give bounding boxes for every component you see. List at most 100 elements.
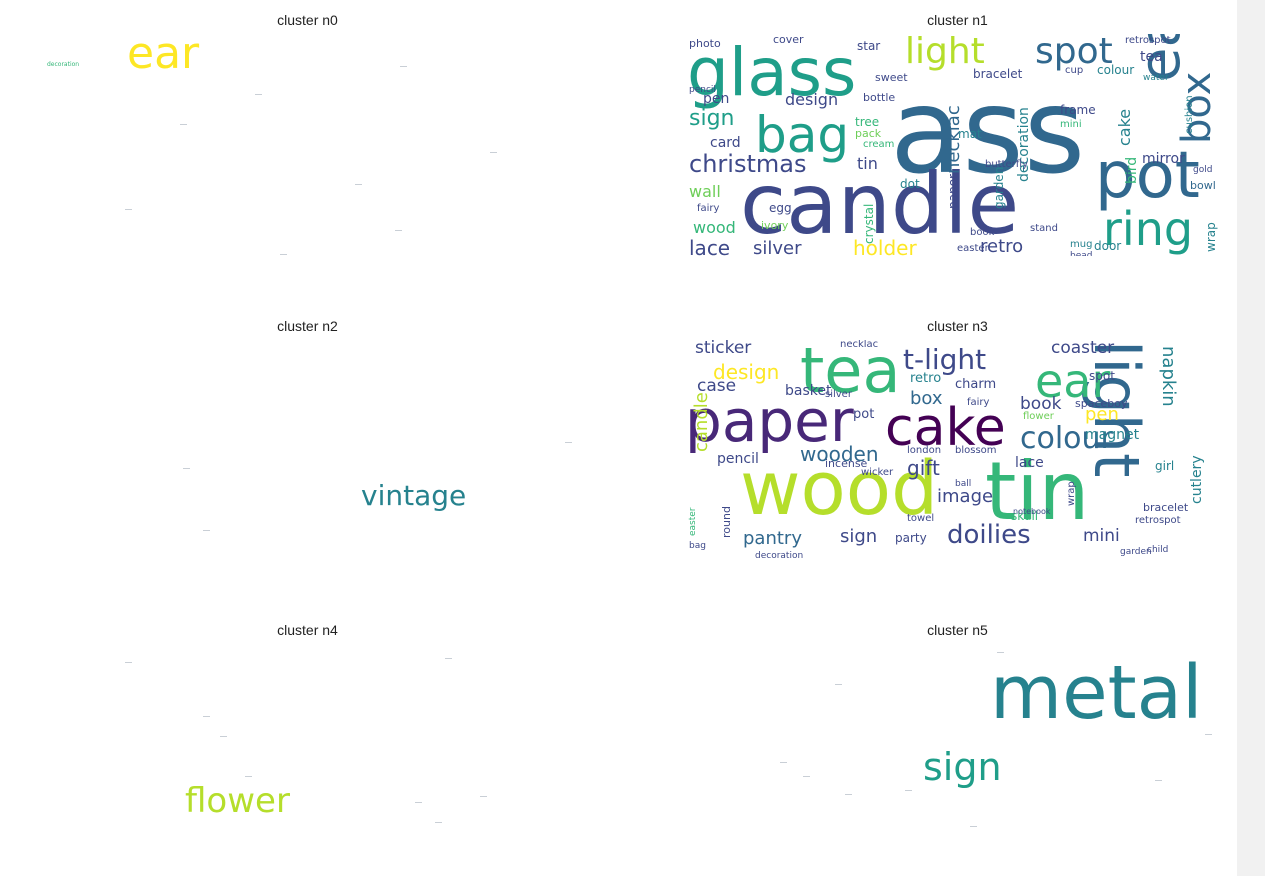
cloud-word: garden xyxy=(1120,547,1152,557)
cloud-word: magnet xyxy=(1085,427,1140,443)
cloud-word: christmas xyxy=(689,150,807,178)
cloud-word: retrospot xyxy=(1135,515,1181,526)
cloud-word: wall xyxy=(689,182,721,201)
cloud-word: mirror xyxy=(1142,151,1185,167)
cloud-word: wrap xyxy=(1204,222,1218,252)
cloud-word: gold xyxy=(1193,165,1213,175)
cloud-word: paper xyxy=(685,387,854,455)
cloud-word: girl xyxy=(1155,459,1175,473)
cloud-word: coaster xyxy=(1051,340,1115,358)
cloud-word: cup xyxy=(1065,65,1084,76)
cloud-word: decoration xyxy=(1016,107,1032,182)
cloud-word: stand xyxy=(1030,223,1058,234)
cloud-word: cake xyxy=(885,398,1006,458)
word-cloud: ass candle glass bag pot ear ring box sp… xyxy=(685,34,1230,256)
cloud-word: pencil xyxy=(717,451,759,467)
cloud-word: wooden xyxy=(800,442,879,466)
cloud-word: star xyxy=(857,39,881,53)
cloud-word: cushion xyxy=(1184,95,1195,134)
cloud-word: crystal xyxy=(862,203,876,244)
cloud-word: wood xyxy=(693,218,736,237)
cloud-word: bracelet xyxy=(973,67,1023,81)
cloud-word: bottle xyxy=(863,91,896,104)
cloud-word: butterfly xyxy=(985,159,1029,170)
cloud-word: book xyxy=(1020,394,1062,414)
cloud-word: retro xyxy=(910,371,942,386)
cloud-word: cream xyxy=(863,139,895,150)
cloud-word: t-light xyxy=(903,343,987,376)
cloud-word: candle xyxy=(740,155,1020,253)
cloud-word: sign xyxy=(689,106,735,131)
cloud-word: mug xyxy=(1070,239,1093,250)
cloud-word: bag xyxy=(689,541,706,551)
cloud-word: pack xyxy=(855,127,882,140)
cloud-word: gift xyxy=(907,456,940,480)
cloud-word: lace xyxy=(1015,455,1044,471)
panel-title: cluster n0 xyxy=(277,12,338,28)
word-cloud: metal sign xyxy=(685,644,1230,866)
cloud-word: spot xyxy=(1089,369,1115,383)
cloud-word: egg xyxy=(769,201,792,215)
cloud-word: paper xyxy=(946,174,960,209)
cloud-word: colour xyxy=(1020,421,1113,456)
cloud-word: bag xyxy=(755,106,850,164)
cluster-panel-n1: cluster n1 ass candle glass bag pot ear … xyxy=(685,12,1230,282)
cloud-word: ass xyxy=(890,62,1086,200)
cloud-word: incense xyxy=(825,457,868,470)
cloud-word: retro xyxy=(980,236,1024,256)
cloud-word: holder xyxy=(853,236,917,256)
cloud-word: bird xyxy=(1124,156,1140,184)
cloud-word: decoration xyxy=(755,551,804,561)
cloud-word: frame xyxy=(1060,103,1096,117)
cloud-word: glass xyxy=(687,34,857,111)
cloud-word: candle xyxy=(691,392,712,452)
cluster-panel-n0: cluster n0 ear decoration xyxy=(35,12,580,282)
cloud-word: silver xyxy=(825,389,852,400)
cloud-word: photo xyxy=(689,37,721,50)
cloud-word: easter xyxy=(688,507,698,536)
panel-title: cluster n3 xyxy=(927,318,988,334)
cluster-panel-n5: cluster n5 metal sign xyxy=(685,622,1230,892)
cloud-word: easter xyxy=(957,243,989,254)
cloud-word: wood xyxy=(740,446,939,532)
cloud-word: basket xyxy=(785,383,832,399)
cloud-word: child xyxy=(1147,545,1169,555)
cloud-word: sign xyxy=(923,745,1002,789)
cloud-word: necklac xyxy=(840,340,879,350)
cloud-word: party xyxy=(895,531,927,545)
scrollbar[interactable] xyxy=(1237,0,1265,876)
cluster-panel-n2: cluster n2 vintage xyxy=(35,318,580,588)
cloud-word: pot xyxy=(853,407,875,422)
cloud-word: mat xyxy=(958,127,982,141)
cloud-word: tin xyxy=(857,154,878,173)
cloud-word: flower xyxy=(185,781,290,821)
cloud-word: book xyxy=(970,227,995,238)
word-cloud: ear decoration xyxy=(35,34,580,256)
cloud-word: pen xyxy=(1085,404,1119,425)
cloud-word: bead xyxy=(1070,251,1093,257)
cloud-word: flower xyxy=(1023,411,1054,422)
cloud-word: doilies xyxy=(947,520,1031,550)
cloud-word: pot xyxy=(1095,139,1200,213)
cloud-word: cake xyxy=(1115,108,1134,146)
cloud-word: ring xyxy=(1103,202,1194,256)
cloud-word: light xyxy=(905,34,985,72)
cloud-word: spaceboy xyxy=(1075,397,1128,410)
cloud-word: tree xyxy=(855,115,880,129)
word-cloud: wood tin light tea paper cake ear colour… xyxy=(685,340,1230,562)
cloud-word: sign xyxy=(840,526,878,547)
cloud-word: london xyxy=(907,445,942,456)
cloud-word: design xyxy=(713,360,780,384)
panel-title: cluster n1 xyxy=(927,12,988,28)
cluster-panel-n4: cluster n4 flower xyxy=(35,622,580,892)
word-cloud: vintage xyxy=(35,340,580,562)
cloud-word: card xyxy=(710,135,741,151)
panel-title: cluster n4 xyxy=(277,622,338,638)
cloud-word: ear xyxy=(1035,354,1111,408)
cloud-word: bracelet xyxy=(1143,501,1189,514)
cloud-word: box xyxy=(1174,71,1220,144)
cloud-word: fairy xyxy=(697,203,720,214)
cloud-word: blossom xyxy=(955,445,997,456)
cloud-word: ear xyxy=(127,34,200,79)
cloud-word: design xyxy=(785,90,839,109)
